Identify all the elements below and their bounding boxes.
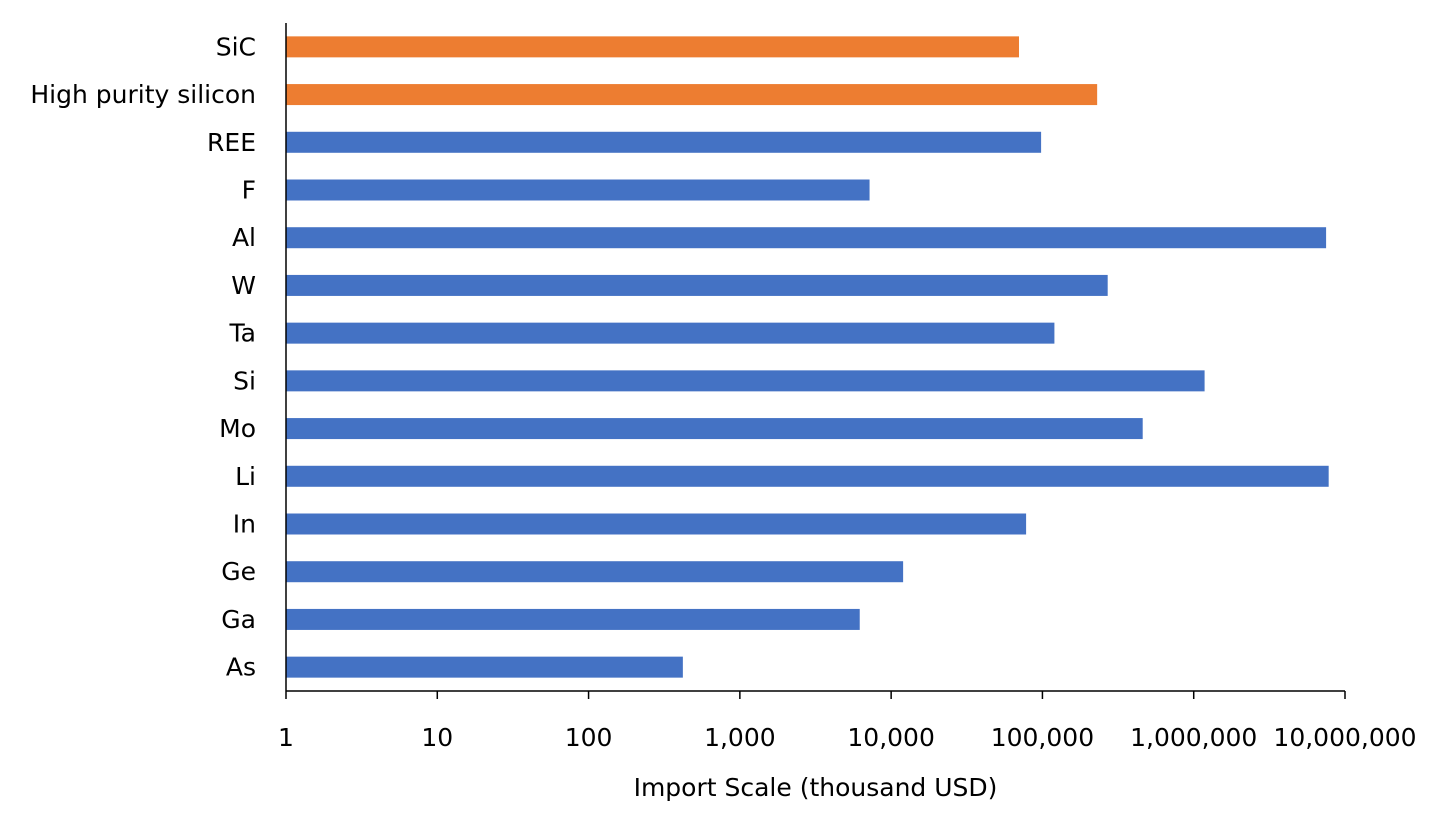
category-label-high-purity-silicon: High purity silicon [30,80,256,109]
bars-group [286,36,1329,678]
bar-ga [286,608,860,630]
bar-ta [286,322,1055,344]
bar-sic [286,36,1019,58]
bar-in [286,513,1027,535]
bar-ree [286,131,1042,153]
bar-f [286,179,870,201]
bar-si [286,370,1205,392]
x-tick-label: 1,000 [704,723,776,752]
category-label-w: W [231,271,256,300]
category-labels: SiC High purity silicon REE F Al W Ta Si Mo Li In G… [30,32,256,681]
category-label-ta: Ta [229,319,256,348]
x-tick-label: 100,000 [991,723,1094,752]
category-label-in: In [233,510,256,539]
bar-w [286,274,1108,296]
bar-ge [286,561,904,583]
x-tick-label: 100 [565,723,613,752]
x-tick-label: 10,000,000 [1273,723,1416,752]
category-label-ree: REE [207,128,256,157]
category-label-al: Al [232,223,256,252]
category-label-ge: Ge [221,557,256,586]
x-tick-label: 1 [278,723,294,752]
x-tick-label: 1,000,000 [1130,723,1257,752]
x-axis-title: Import Scale (thousand USD) [634,773,998,802]
category-label-li: Li [235,462,256,491]
category-label-si: Si [233,366,256,395]
category-label-as: As [226,653,256,682]
x-tick-label: 10,000 [847,723,934,752]
bar-li [286,465,1329,487]
bar-high-purity-silicon [286,84,1098,106]
bar-al [286,227,1327,249]
category-label-mo: Mo [219,414,256,443]
category-label-ga: Ga [221,605,256,634]
x-tick-label: 10 [421,723,453,752]
x-axis-ticks: 1 10 100 1,000 10,000 100,000 1,000,000 10,000,… [278,691,1417,752]
category-label-sic: SiC [216,32,256,61]
bar-mo [286,418,1143,440]
bar-as [286,656,683,678]
category-label-f: F [242,176,256,205]
